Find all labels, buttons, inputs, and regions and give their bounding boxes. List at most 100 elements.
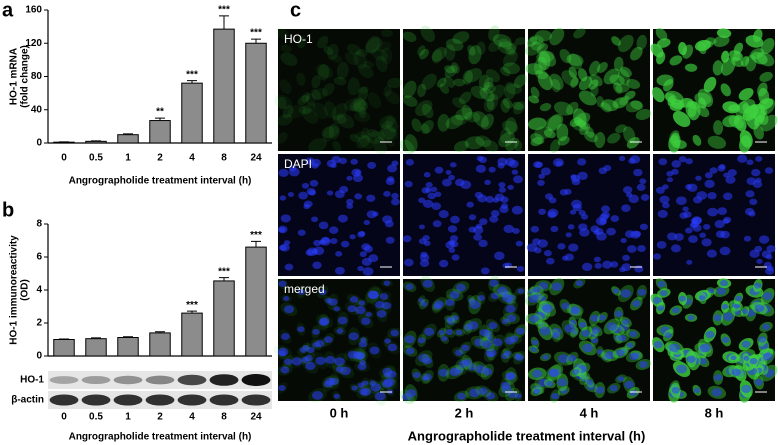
nucleus bbox=[691, 216, 702, 225]
error-bar bbox=[187, 80, 197, 84]
cell bbox=[498, 38, 513, 50]
nucleus bbox=[515, 240, 523, 247]
nucleus bbox=[719, 246, 731, 256]
cell bbox=[470, 85, 488, 100]
cell bbox=[439, 83, 450, 94]
cell bbox=[277, 96, 287, 110]
cell bbox=[566, 101, 579, 115]
nucleus bbox=[283, 305, 294, 314]
nucleus bbox=[581, 262, 593, 272]
nucleus bbox=[590, 314, 599, 322]
nucleus bbox=[716, 287, 726, 295]
nucleus bbox=[515, 327, 525, 335]
nucleus bbox=[621, 263, 632, 272]
cell bbox=[669, 55, 683, 66]
cell bbox=[589, 74, 603, 87]
cell bbox=[273, 94, 293, 110]
cell bbox=[566, 54, 584, 66]
cell bbox=[276, 27, 289, 40]
blot-band bbox=[177, 374, 207, 386]
cell bbox=[357, 85, 369, 94]
nucleus bbox=[488, 166, 496, 173]
cell bbox=[445, 38, 464, 52]
nucleus bbox=[622, 254, 630, 261]
cell bbox=[301, 92, 311, 103]
x-tick-label: 0 bbox=[61, 153, 67, 164]
cell bbox=[321, 125, 340, 139]
nucleus bbox=[685, 227, 693, 234]
nucleus bbox=[362, 267, 374, 276]
nucleus bbox=[703, 223, 711, 230]
nucleus bbox=[537, 239, 548, 248]
nucleus bbox=[301, 182, 310, 189]
nucleus bbox=[752, 180, 763, 188]
nucleus bbox=[422, 279, 433, 288]
nucleus bbox=[581, 329, 591, 337]
nucleus bbox=[482, 340, 492, 349]
cell bbox=[361, 127, 369, 139]
nucleus bbox=[278, 384, 286, 391]
nucleus bbox=[764, 167, 774, 174]
nucleus bbox=[329, 237, 338, 245]
cell bbox=[600, 102, 612, 113]
nucleus bbox=[632, 300, 641, 308]
cell bbox=[651, 87, 665, 103]
nucleus bbox=[743, 235, 752, 242]
nucleus bbox=[287, 192, 294, 197]
cell bbox=[358, 86, 369, 102]
nucleus bbox=[539, 326, 551, 336]
cell bbox=[584, 131, 598, 143]
cell bbox=[296, 72, 306, 86]
bar bbox=[149, 120, 171, 144]
cell bbox=[378, 115, 396, 129]
nucleus bbox=[634, 265, 644, 273]
cell bbox=[280, 52, 298, 67]
nucleus bbox=[675, 196, 687, 206]
nucleus bbox=[679, 212, 688, 219]
error-bar bbox=[187, 310, 197, 314]
nucleus bbox=[705, 330, 715, 339]
x-tick-label: 8 bbox=[221, 153, 227, 164]
nucleus bbox=[575, 280, 584, 287]
nucleus bbox=[669, 343, 680, 353]
nucleus bbox=[354, 193, 363, 200]
y-tick-label: 160 bbox=[25, 5, 42, 16]
cell bbox=[385, 116, 398, 133]
nucleus bbox=[577, 158, 587, 166]
nucleus bbox=[328, 226, 339, 234]
nucleus bbox=[297, 229, 306, 236]
cell bbox=[501, 120, 519, 133]
nucleus bbox=[335, 266, 345, 275]
nucleus bbox=[629, 389, 638, 397]
nucleus bbox=[366, 210, 377, 219]
nucleus bbox=[441, 335, 448, 342]
nucleus bbox=[346, 198, 354, 205]
nucleus bbox=[432, 220, 442, 228]
significance: *** bbox=[218, 266, 230, 277]
nucleus bbox=[385, 177, 395, 186]
cell bbox=[514, 140, 523, 152]
nucleus bbox=[441, 178, 452, 187]
cell bbox=[450, 62, 460, 74]
nucleus bbox=[430, 186, 438, 192]
nucleus bbox=[489, 215, 499, 223]
nucleus bbox=[366, 194, 376, 202]
blot-band bbox=[241, 374, 271, 386]
nucleus bbox=[766, 265, 774, 272]
nucleus bbox=[445, 298, 455, 307]
x-axis-label: Angrographolide treatment interval (h) bbox=[69, 432, 252, 443]
nucleus bbox=[578, 321, 587, 328]
nucleus bbox=[494, 193, 505, 202]
cell bbox=[720, 83, 731, 97]
nucleus bbox=[478, 387, 488, 395]
cell bbox=[383, 85, 392, 97]
nucleus bbox=[484, 179, 491, 185]
nucleus bbox=[498, 187, 506, 193]
nucleus bbox=[348, 332, 359, 341]
bar bbox=[181, 82, 203, 144]
nucleus bbox=[560, 388, 568, 394]
nucleus bbox=[403, 258, 414, 267]
nucleus bbox=[472, 225, 484, 235]
nucleus bbox=[721, 336, 730, 343]
nucleus bbox=[542, 354, 549, 360]
